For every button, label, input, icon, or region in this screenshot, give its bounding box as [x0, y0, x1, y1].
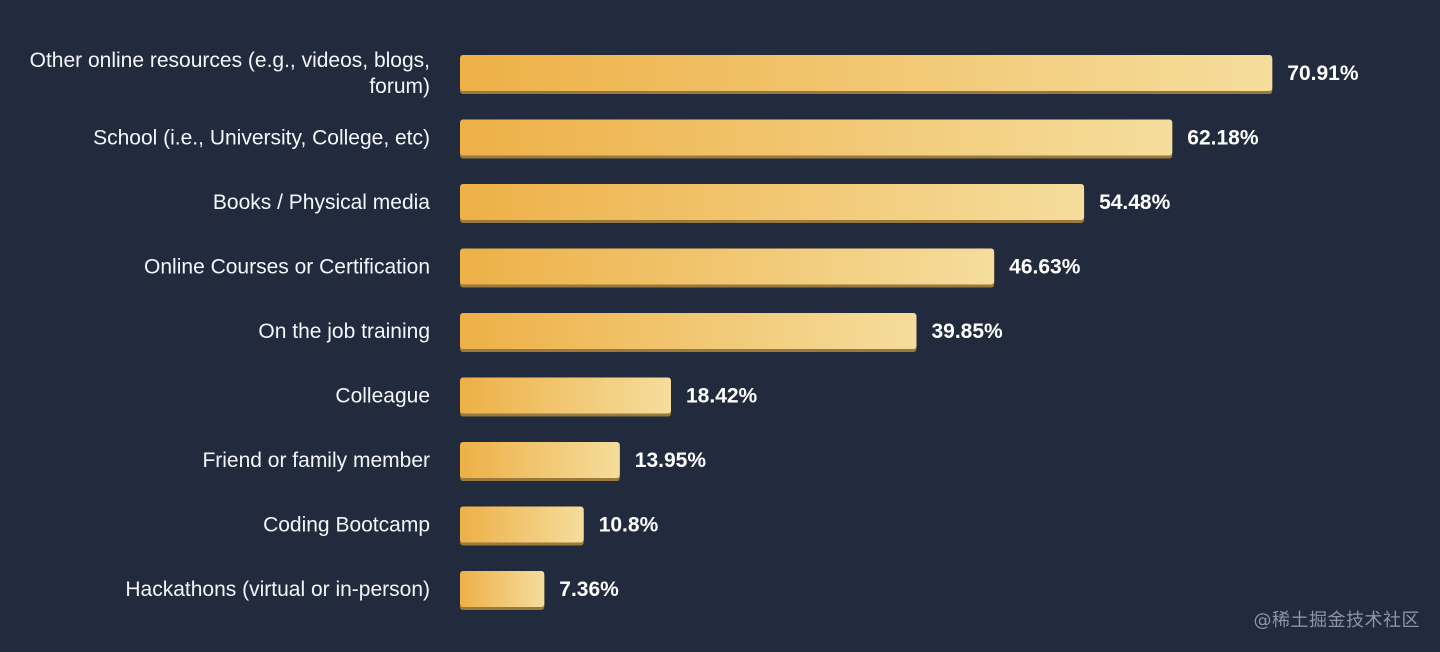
- bar: [460, 313, 917, 349]
- bar: [460, 248, 995, 285]
- bars-layer: Other online resources (e.g., videos, bl…: [30, 49, 1359, 610]
- category-label: School (i.e., University, College, etc): [93, 127, 430, 150]
- bar: [460, 184, 1085, 220]
- value-label: 62.18%: [1187, 127, 1259, 150]
- bar: [460, 506, 584, 543]
- value-label: 54.48%: [1099, 191, 1171, 214]
- value-label: 10.8%: [599, 514, 659, 537]
- value-label: 13.95%: [635, 449, 707, 472]
- bar: [460, 55, 1273, 91]
- bar: [460, 442, 620, 478]
- category-label: On the job training: [258, 320, 430, 343]
- category-label: Hackathons (virtual or in-person): [125, 578, 430, 601]
- category-label: Friend or family member: [202, 449, 430, 472]
- category-label: Coding Bootcamp: [263, 514, 430, 537]
- value-label: 46.63%: [1009, 256, 1081, 279]
- category-label: Colleague: [335, 385, 430, 408]
- watermark-text: @稀土掘金技术社区: [1253, 610, 1420, 631]
- bar: [460, 571, 545, 607]
- value-label: 7.36%: [559, 578, 619, 601]
- value-label: 70.91%: [1287, 62, 1359, 85]
- bar: [460, 119, 1173, 156]
- category-label: Other online resources (e.g., videos, bl…: [30, 49, 430, 98]
- category-label: Online Courses or Certification: [144, 256, 430, 279]
- value-label: 18.42%: [686, 385, 758, 408]
- bar: [460, 377, 672, 414]
- value-label: 39.85%: [931, 320, 1003, 343]
- category-label: Books / Physical media: [213, 191, 430, 214]
